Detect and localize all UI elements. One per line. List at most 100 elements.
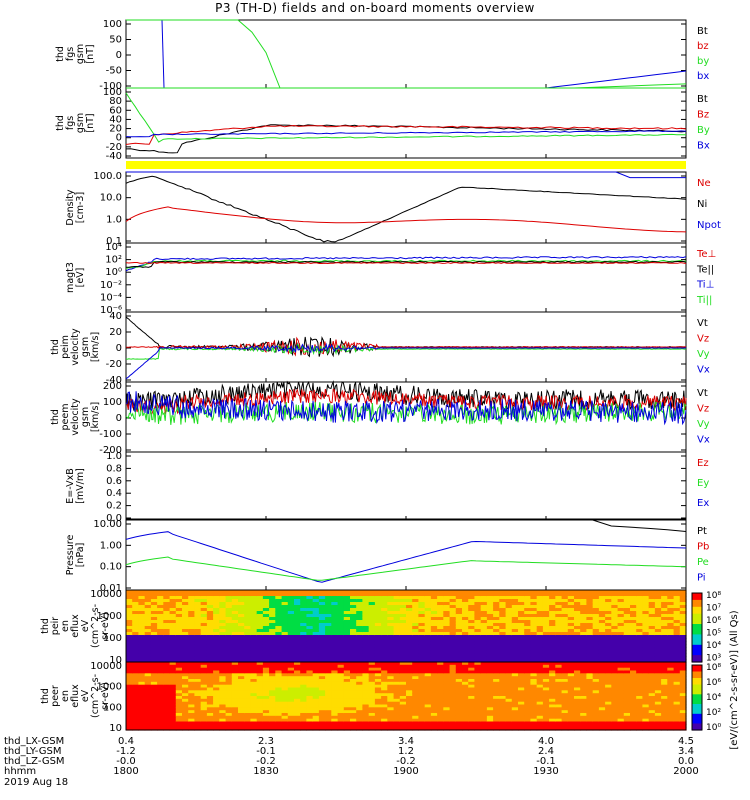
spectrogram-cell	[269, 626, 276, 630]
colorbar-cell	[692, 702, 702, 705]
spectrogram-cell	[667, 724, 675, 728]
spectrogram-cell	[468, 696, 475, 700]
spectrogram-cell	[511, 611, 519, 615]
spectrogram-cell	[406, 623, 413, 627]
spectrogram-cell	[418, 710, 426, 714]
spectrogram-cell	[294, 681, 301, 686]
spectrogram-cell	[213, 638, 220, 642]
spectrogram-cell	[623, 659, 631, 663]
spectrogram-cell	[499, 635, 507, 639]
spectrogram-cell	[412, 713, 419, 717]
y-tick-label: 0.01	[100, 583, 122, 594]
y-tick-label: 10	[109, 655, 122, 666]
spectrogram-cell	[150, 707, 158, 711]
spectrogram-cell	[611, 727, 619, 731]
spectrogram-cell	[524, 698, 531, 703]
spectrogram-cell	[206, 690, 214, 694]
spectrogram-cell	[598, 623, 606, 627]
spectrogram-cell	[331, 681, 339, 686]
spectrogram-cell	[536, 611, 544, 615]
spectrogram-cell	[325, 647, 332, 651]
spectrogram-cell	[300, 611, 307, 615]
spectrogram-cell	[530, 608, 538, 612]
spectrogram-cell	[499, 599, 507, 603]
spectrogram-cell	[611, 638, 619, 642]
spectrogram-cell	[443, 629, 451, 633]
spectrogram-cell	[225, 693, 233, 697]
spectrogram-cell	[144, 696, 152, 700]
spectrogram-cell	[256, 602, 264, 606]
spectrogram-cell	[132, 721, 139, 725]
spectrogram-cell	[238, 617, 245, 621]
spectrogram-cell	[312, 590, 320, 594]
colorbar-label: [eV/(cm^2-s-sr-eV)] (All Qs)	[729, 610, 740, 749]
spectrogram-cell	[126, 667, 133, 672]
spectrogram-cell	[598, 693, 606, 697]
spectrogram-cell	[505, 701, 513, 706]
spectrogram-cell	[374, 664, 382, 669]
spectrogram-cell	[542, 676, 550, 680]
spectrogram-cell	[486, 698, 494, 703]
spectrogram-cell	[356, 701, 363, 706]
spectrogram-cell	[132, 687, 139, 691]
spectrogram-cell	[294, 659, 301, 663]
spectrogram-cell	[256, 599, 264, 603]
spectrogram-cell	[126, 715, 133, 720]
spectrogram-cell	[642, 696, 650, 700]
spectrogram-cell	[518, 690, 525, 694]
spectrogram-cell	[642, 701, 650, 706]
spectrogram-cell	[561, 620, 569, 624]
spectrogram-cell	[138, 718, 146, 723]
spectrogram-cell	[138, 644, 146, 648]
spectrogram-cell	[350, 617, 357, 621]
spectrogram-cell	[592, 635, 600, 639]
spectrogram-cell	[443, 599, 451, 603]
spectrogram-cell	[287, 676, 295, 680]
spectrogram-cell	[225, 608, 233, 612]
spectrogram-cell	[138, 617, 146, 621]
spectrogram-cell	[449, 632, 457, 636]
colorbar-cell	[692, 594, 702, 597]
spectrogram-cell	[225, 656, 233, 660]
spectrogram-cell	[144, 701, 152, 706]
spectrogram-cell	[493, 693, 500, 697]
spectrogram-cell	[238, 629, 245, 633]
spectrogram-cell	[374, 638, 382, 642]
spectrogram-cell	[524, 653, 531, 657]
spectrogram-cell	[511, 617, 519, 621]
spectrogram-cell	[561, 647, 569, 651]
spectrogram-cell	[493, 713, 500, 717]
spectrogram-cell	[673, 632, 681, 636]
panel-frame	[125, 242, 687, 313]
spectrogram-cell	[518, 715, 525, 720]
spectrogram-cell	[455, 727, 463, 731]
spectrogram-cell	[387, 617, 395, 621]
spectrogram-cell	[418, 664, 426, 669]
spectrogram-cell	[511, 727, 519, 731]
spectrogram-cell	[194, 653, 202, 657]
y-tick-label: 0	[116, 413, 122, 424]
spectrogram-cell	[536, 721, 544, 725]
spectrogram-cell	[580, 673, 587, 677]
spectrogram-cell	[505, 647, 513, 651]
spectrogram-cell	[219, 715, 227, 720]
spectrogram-cell	[636, 617, 643, 621]
spectrogram-cell	[474, 718, 482, 723]
spectrogram-cell	[455, 710, 463, 714]
spectrogram-cell	[399, 667, 407, 672]
spectrogram-cell	[630, 662, 637, 666]
y-axis-label: [km/s]	[90, 332, 101, 362]
spectrogram-cell	[350, 721, 357, 725]
spectrogram-cell	[574, 602, 581, 606]
spectrogram-cell	[673, 590, 681, 594]
spectrogram-cell	[256, 690, 264, 694]
spectrogram-cell	[424, 608, 432, 612]
colorbar-cell	[692, 715, 702, 718]
spectrogram-cell	[555, 629, 563, 633]
spectrogram-cell	[312, 713, 320, 717]
colorbar-cell	[692, 606, 702, 610]
spectrogram-cell	[387, 635, 395, 639]
spectrogram-cell	[225, 635, 233, 639]
spectrogram-cell	[244, 701, 251, 706]
spectrogram-cell	[275, 602, 283, 606]
